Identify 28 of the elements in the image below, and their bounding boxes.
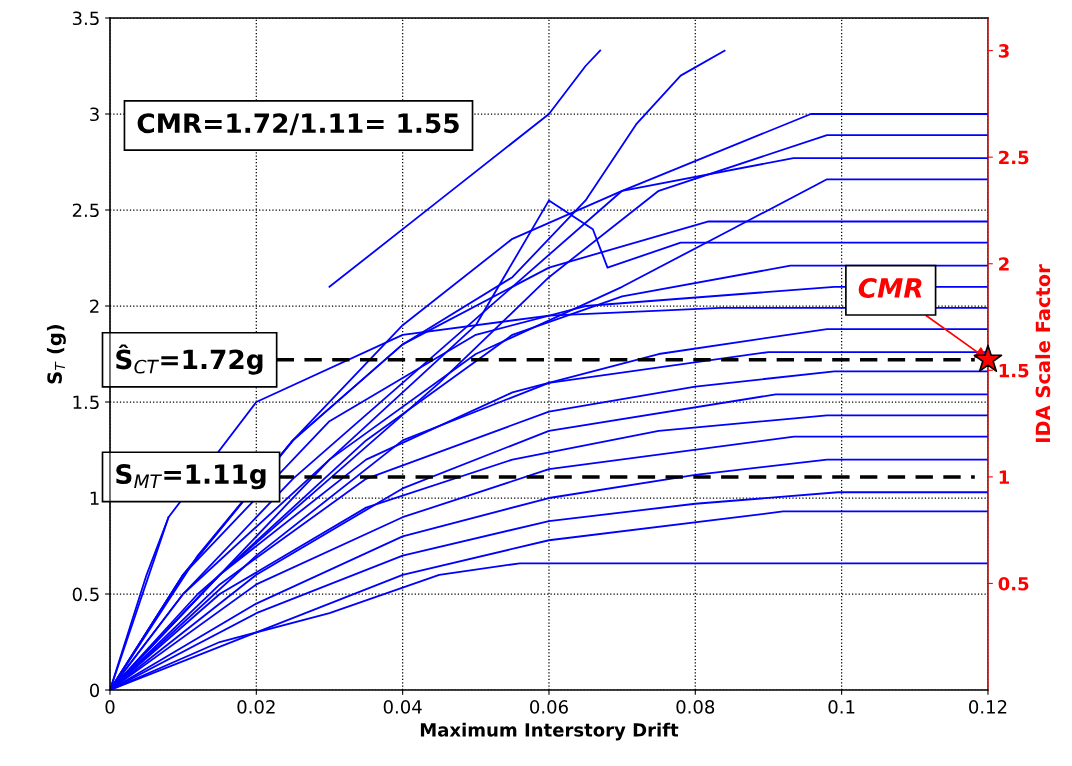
y2-tick-label: 2.5 — [999, 150, 1029, 165]
y-tick-label: 1 — [90, 491, 99, 505]
x-tick-label: 0.12 — [969, 700, 1007, 714]
y2-axis-title: IDA Scale Factor — [1035, 264, 1051, 442]
y-tick-label: 1.5 — [73, 395, 99, 410]
y2-tick-label: 1 — [999, 470, 1009, 484]
y-tick-label: 2 — [90, 299, 99, 313]
x-tick-label: 0.04 — [383, 700, 422, 714]
x-axis-title: Maximum Interstory Drift — [420, 722, 679, 741]
y2-tick-label: 1.5 — [999, 364, 1029, 378]
x-tick-label: 0 — [105, 700, 115, 714]
x-tick-label: 0.1 — [828, 700, 855, 714]
y-tick-label: 0 — [89, 683, 100, 698]
y-tick-label: 2.5 — [72, 203, 99, 218]
annotation: CMR — [858, 278, 922, 298]
x-tick-label: 0.02 — [237, 700, 275, 714]
x-tick-label: 0.06 — [530, 700, 568, 714]
ref-line-label: Ŝ$_{CT}$=1.72g — [116, 344, 263, 375]
annotation: CMR=1.72/1.11= 1.55 — [137, 113, 459, 136]
y2-tick-label: 3 — [998, 44, 1009, 58]
y-tick-label: 3 — [90, 107, 99, 122]
y2-tick-label: 2 — [999, 257, 1009, 271]
ref-line-label: S$_{MT}$=1.11g — [116, 464, 266, 490]
y2-tick-label: 0.5 — [998, 576, 1029, 591]
y-tick-label: 0.5 — [72, 587, 99, 602]
y-tick-label: 3.5 — [72, 11, 99, 26]
x-tick-label: 0.08 — [676, 700, 715, 714]
y-axis-title: S$_{T}$ (g) — [46, 325, 66, 384]
